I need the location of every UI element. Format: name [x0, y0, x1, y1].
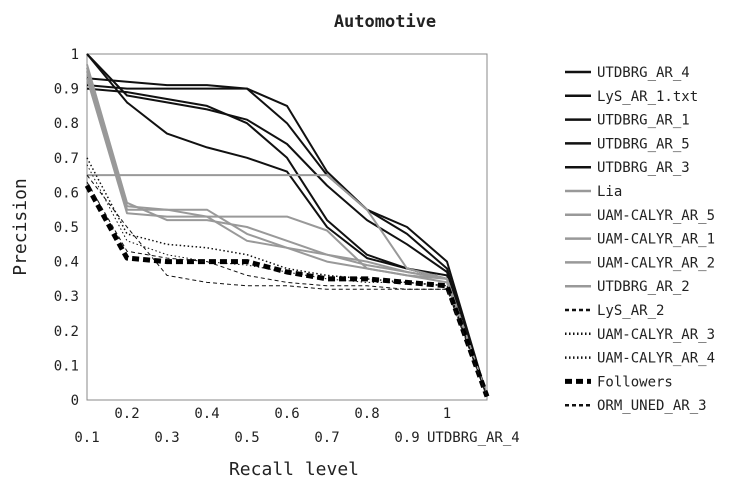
- legend-label-13: Followers: [597, 374, 673, 390]
- series-line-2: [86, 53, 488, 397]
- series-line-13: [84, 184, 490, 398]
- legend-label-6: UAM-CALYR_AR_5: [597, 208, 715, 224]
- legend-label-2: UTDBRG_AR_1: [597, 113, 690, 129]
- series-line-5: [87, 174, 488, 397]
- x-tick-label: 0.8: [354, 406, 379, 422]
- x-tick-extra-label: UTDBRG_AR_4: [427, 430, 520, 446]
- x-tick-label: 0.2: [114, 406, 139, 422]
- y-tick-label: 0.4: [54, 255, 79, 271]
- legend-label-9: UTDBRG_AR_2: [597, 279, 690, 295]
- y-tick-label: 0.6: [54, 185, 79, 201]
- x-tick-label: 1: [443, 406, 451, 422]
- legend-label-12: UAM-CALYR_AR_4: [597, 351, 715, 367]
- legend-label-1: LyS_AR_1.txt: [597, 89, 698, 105]
- y-tick-label: 0.9: [54, 82, 79, 98]
- x-tick-label: 0.9: [394, 430, 419, 446]
- series-line-1: [86, 77, 488, 397]
- legend-label-7: UAM-CALYR_AR_1: [597, 232, 715, 248]
- legend-label-5: Lia: [597, 184, 622, 200]
- series-line-10: [86, 174, 488, 397]
- y-tick-label: 0.8: [54, 116, 79, 132]
- legend-label-3: UTDBRG_AR_5: [597, 136, 690, 152]
- x-tick-label: 0.7: [314, 430, 339, 446]
- x-tick-label: 0.1: [74, 430, 99, 446]
- plot-lines: [84, 53, 490, 398]
- y-tick-label: 0.5: [54, 220, 79, 236]
- y-axis-ticks: 0 0.1 0.2 0.3 0.4 0.5 0.6 0.7 0.8 0.9 1: [54, 47, 79, 409]
- series-line-7: [86, 64, 488, 397]
- x-tick-label: 0.6: [274, 406, 299, 422]
- y-tick-label: 0: [71, 393, 79, 409]
- series-line-6: [86, 71, 488, 397]
- legend-label-10: LyS_AR_2: [597, 303, 664, 319]
- x-axis-title: Recall level: [229, 459, 359, 480]
- series-line-9: [86, 77, 488, 397]
- legend-label-4: UTDBRG_AR_3: [597, 160, 690, 176]
- legend-label-0: UTDBRG_AR_4: [597, 65, 690, 81]
- x-tick-label: 0.4: [194, 406, 219, 422]
- y-tick-label: 1: [71, 47, 79, 63]
- y-tick-label: 0.7: [54, 151, 79, 167]
- legend-label-14: ORM_UNED_AR_3: [597, 398, 707, 414]
- y-tick-label: 0.1: [54, 358, 79, 374]
- legend-label-8: UAM-CALYR_AR_2: [597, 255, 715, 271]
- legend: UTDBRG_AR_4 LyS_AR_1.txt UTDBRG_AR_1 UTDBRG…: [565, 65, 715, 414]
- y-tick-label: 0.2: [54, 324, 79, 340]
- series-line-3: [86, 87, 488, 397]
- legend-label-11: UAM-CALYR_AR_3: [597, 327, 715, 343]
- x-axis-ticks: 0.2 0.4 0.6 0.8 1 0.1 0.3 0.5 0.7 0.9 UTDBRG_AR_4: [74, 406, 519, 446]
- plot-frame: [86, 53, 488, 401]
- series-line-14: [86, 181, 488, 397]
- y-tick-label: 0.3: [54, 289, 79, 305]
- chart-title: Automotive: [334, 12, 436, 32]
- y-axis-title: Precision: [10, 178, 31, 276]
- series-line-0: [86, 84, 488, 397]
- x-tick-label: 0.5: [234, 430, 259, 446]
- series-line-12: [86, 164, 488, 397]
- x-tick-label: 0.3: [154, 430, 179, 446]
